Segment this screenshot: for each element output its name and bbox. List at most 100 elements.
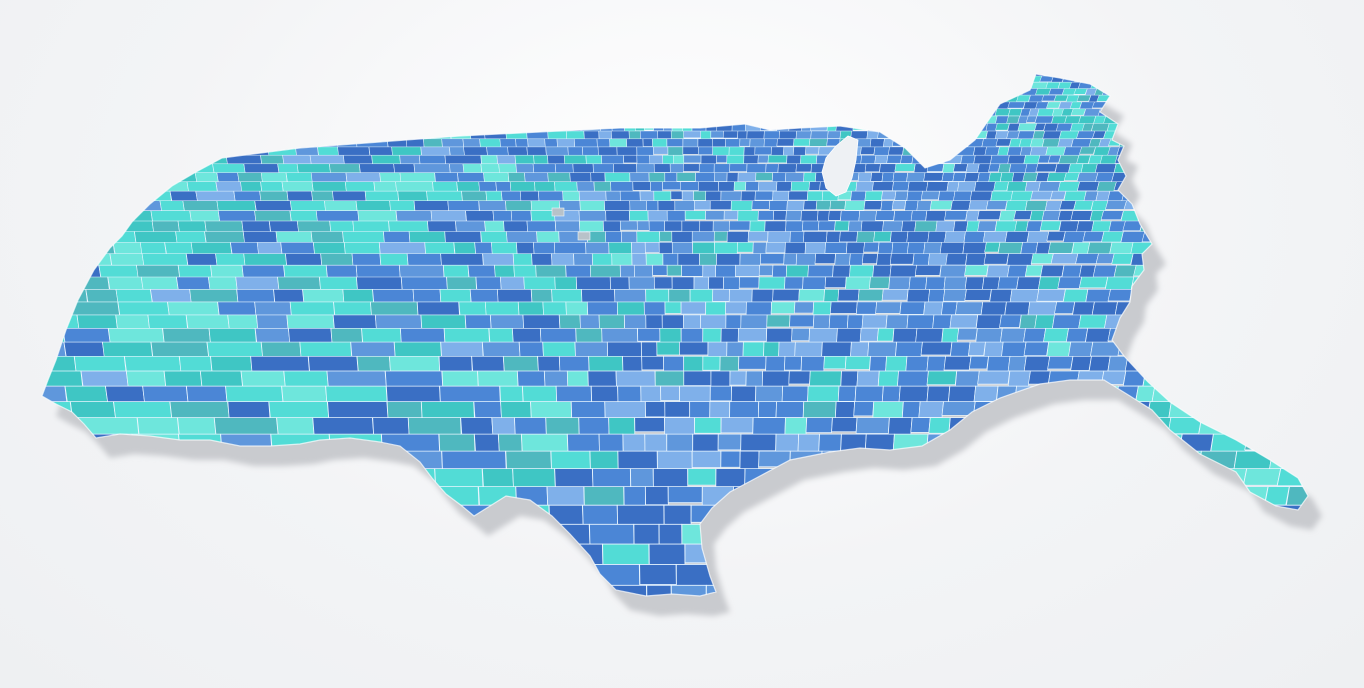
county-tile bbox=[1135, 385, 1156, 403]
county-tile bbox=[941, 172, 955, 182]
county-tile bbox=[292, 486, 361, 520]
county-tile bbox=[515, 101, 528, 113]
county-tile bbox=[776, 138, 795, 147]
county-tile bbox=[786, 154, 802, 166]
county-tile bbox=[916, 130, 932, 139]
county-tile bbox=[808, 181, 821, 191]
county-tile bbox=[1058, 130, 1080, 140]
county-tile bbox=[373, 75, 399, 87]
county-tile bbox=[1174, 200, 1193, 213]
county-tile bbox=[1073, 200, 1094, 211]
county-tile bbox=[445, 123, 466, 137]
county-tile bbox=[740, 584, 769, 596]
county-tile bbox=[619, 75, 629, 82]
county-tile bbox=[932, 314, 952, 331]
county-tile bbox=[1252, 81, 1271, 90]
county-tile bbox=[1156, 276, 1185, 291]
county-tile bbox=[1181, 504, 1219, 528]
county-tile bbox=[968, 341, 986, 356]
county-tile bbox=[1303, 88, 1308, 95]
county-tile bbox=[1095, 74, 1110, 77]
county-tile bbox=[1191, 341, 1224, 360]
county-tile bbox=[1224, 314, 1244, 331]
county-tile bbox=[642, 138, 653, 147]
county-tile bbox=[462, 115, 484, 126]
county-tile bbox=[943, 123, 959, 133]
county-tile bbox=[482, 94, 498, 105]
county-tile bbox=[1106, 74, 1117, 77]
county-tile bbox=[994, 108, 1011, 116]
county-tile bbox=[852, 108, 863, 117]
county-tile bbox=[593, 181, 612, 193]
county-tile bbox=[658, 74, 670, 77]
county-tile bbox=[337, 101, 359, 117]
county-tile bbox=[807, 81, 822, 90]
county-tile bbox=[1095, 172, 1115, 182]
county-tile bbox=[52, 81, 77, 94]
county-tile bbox=[557, 88, 579, 99]
county-tile bbox=[1207, 94, 1226, 103]
county-tile bbox=[544, 88, 560, 98]
county-tile bbox=[364, 74, 384, 83]
county-tile bbox=[621, 88, 631, 97]
county-tile bbox=[923, 172, 944, 182]
county-tile bbox=[1190, 88, 1207, 96]
county-tile bbox=[335, 88, 365, 100]
county-tile bbox=[793, 138, 811, 147]
county-tile bbox=[859, 81, 869, 89]
county-tile bbox=[86, 468, 143, 508]
county-tile bbox=[729, 401, 759, 421]
county-tile bbox=[317, 81, 342, 97]
county-tile bbox=[512, 115, 532, 126]
county-tile bbox=[1190, 172, 1214, 184]
county-tile bbox=[782, 74, 797, 77]
county-tile bbox=[645, 401, 666, 418]
county-tile bbox=[216, 94, 238, 111]
county-tile bbox=[1242, 523, 1273, 547]
county-tile bbox=[1283, 370, 1308, 387]
county-tile bbox=[1307, 433, 1308, 450]
county-tile bbox=[950, 200, 971, 211]
county-tile bbox=[672, 94, 684, 104]
county-tile bbox=[192, 584, 257, 596]
county-tile bbox=[585, 94, 601, 104]
county-tile bbox=[1171, 220, 1192, 231]
county-tile bbox=[737, 327, 767, 342]
county-tile bbox=[705, 190, 722, 202]
county-tile bbox=[396, 101, 418, 116]
county-tile bbox=[262, 81, 293, 93]
county-tile bbox=[1288, 154, 1308, 166]
county-tile bbox=[998, 210, 1017, 222]
county-tile bbox=[42, 81, 57, 97]
county-tile bbox=[1173, 253, 1198, 267]
county-tile bbox=[319, 94, 351, 107]
county-tile bbox=[1248, 341, 1279, 357]
county-tile bbox=[54, 130, 82, 145]
county-tile bbox=[749, 504, 775, 526]
county-tile bbox=[1224, 276, 1244, 289]
county-tile bbox=[1041, 138, 1060, 148]
county-tile bbox=[708, 88, 722, 95]
county-tile bbox=[1242, 468, 1282, 486]
county-tile bbox=[260, 101, 289, 118]
county-tile bbox=[72, 81, 104, 96]
county-tile bbox=[1106, 468, 1143, 488]
county-tile bbox=[43, 101, 67, 118]
county-tile bbox=[802, 220, 820, 232]
county-tile bbox=[943, 355, 972, 371]
county-tile bbox=[1081, 450, 1104, 468]
county-tile bbox=[187, 88, 219, 100]
county-tile bbox=[738, 276, 760, 289]
county-tile bbox=[1258, 88, 1275, 97]
county-tile bbox=[110, 75, 140, 88]
county-tile bbox=[1218, 74, 1231, 77]
county-tile bbox=[929, 200, 953, 210]
county-tile bbox=[1163, 74, 1179, 77]
county-tile bbox=[767, 154, 788, 164]
county-tile bbox=[45, 75, 70, 90]
county-tile bbox=[1117, 81, 1131, 90]
county-tile bbox=[708, 276, 724, 290]
county-tile bbox=[722, 74, 734, 76]
county-tile bbox=[76, 88, 101, 104]
county-tile bbox=[1039, 220, 1062, 231]
